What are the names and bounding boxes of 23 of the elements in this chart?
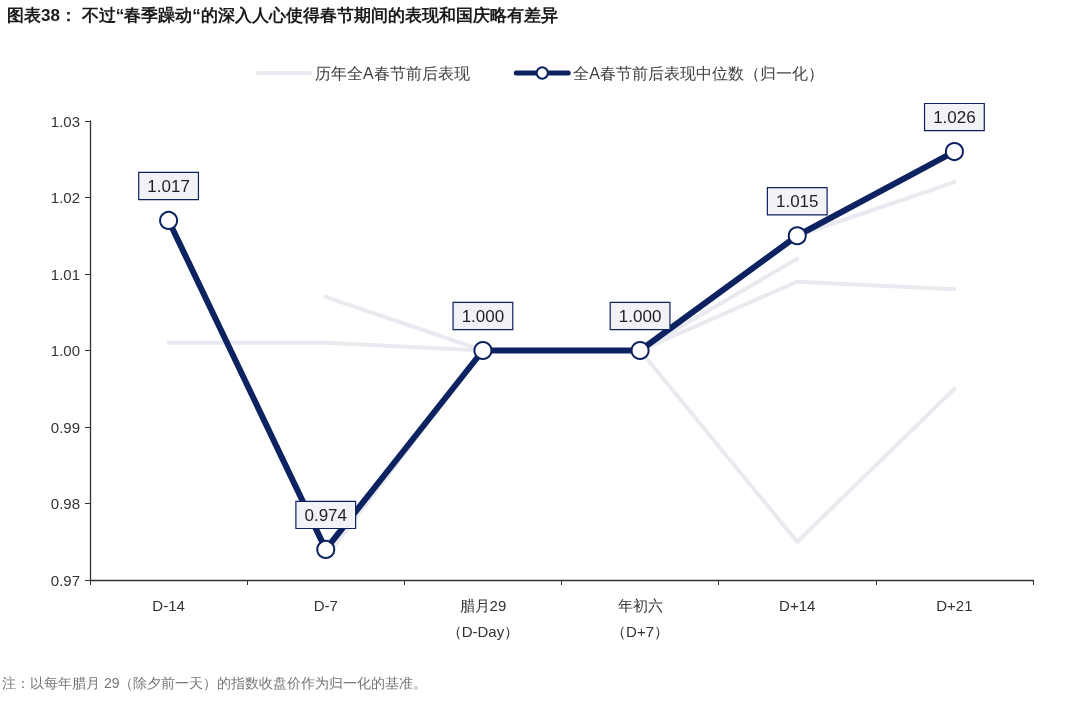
x-tick-label: D+21 xyxy=(936,596,973,614)
y-tick-label: 1.02 xyxy=(50,189,80,206)
legend-label: 历年全A春节前后表现 xyxy=(315,64,470,82)
x-tick-label: D+14 xyxy=(779,596,816,614)
x-tick-label: D-14 xyxy=(152,596,185,614)
y-tick-label: 0.99 xyxy=(50,418,80,436)
y-tick-label: 0.98 xyxy=(50,495,80,512)
data-label: 1.026 xyxy=(933,108,976,128)
data-label: 1.000 xyxy=(618,307,662,326)
x-tick-label: 年初六（D+7） xyxy=(611,596,670,640)
chart-title: 图表38： 不过“春季躁动“的深入人心使得春节期间的表现和国庆略有差异 xyxy=(7,6,558,25)
legend-label: 全A春节前后表现中位数（归一化） xyxy=(573,64,824,82)
data-label: 0.974 xyxy=(304,505,348,525)
y-tick-label: 1.00 xyxy=(50,342,80,359)
data-label: 1.000 xyxy=(461,307,505,326)
data-label: 1.015 xyxy=(775,192,819,212)
text: 注：以每年腊月 29（除夕前一天）的指数收盘价作为归一化的基准。 xyxy=(2,675,428,691)
data-label: 1.017 xyxy=(147,176,190,196)
y-tick-label: 1.01 xyxy=(50,265,80,283)
x-tick-label: D-7 xyxy=(313,596,338,614)
y-tick-label: 1.03 xyxy=(50,112,80,130)
y-tick-label: 0.97 xyxy=(50,571,80,589)
x-tick-label: 腊月29（D-Day） xyxy=(446,596,520,640)
